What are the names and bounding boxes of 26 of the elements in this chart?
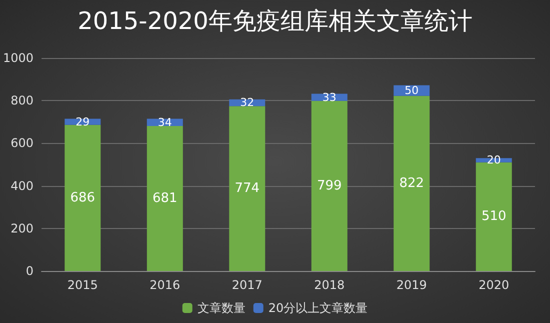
y-tick-label: 400: [10, 178, 34, 193]
data-label: 50: [404, 84, 419, 98]
x-tick-label: 2018: [314, 278, 345, 292]
y-tick-label: 1000: [2, 51, 34, 65]
x-tick-label: 2020: [478, 278, 510, 292]
y-tick-label: 200: [10, 221, 34, 236]
x-tick-label: 2017: [232, 278, 262, 292]
data-label: 822: [399, 176, 424, 191]
y-tick-label: 800: [10, 94, 34, 108]
x-tick-label: 2015: [67, 278, 98, 292]
legend-label: 文章数量: [197, 301, 246, 315]
data-label: 774: [234, 181, 260, 196]
data-label: 29: [76, 115, 90, 128]
data-label: 33: [322, 90, 336, 104]
y-tick-label: 600: [10, 136, 34, 150]
data-label: 681: [152, 190, 178, 206]
y-tick-label: 0: [26, 264, 34, 278]
data-label: 34: [158, 116, 172, 129]
chart-title: 2015-2020年免疫组库相关文章统计: [78, 7, 472, 35]
legend-label: 20分以上文章数量: [268, 301, 368, 315]
data-label: 686: [70, 190, 96, 206]
data-label: 799: [316, 178, 342, 194]
data-label: 510: [481, 209, 506, 224]
data-label: 32: [240, 96, 254, 110]
x-tick-label: 2016: [150, 278, 180, 292]
x-tick-label: 2019: [396, 278, 427, 292]
